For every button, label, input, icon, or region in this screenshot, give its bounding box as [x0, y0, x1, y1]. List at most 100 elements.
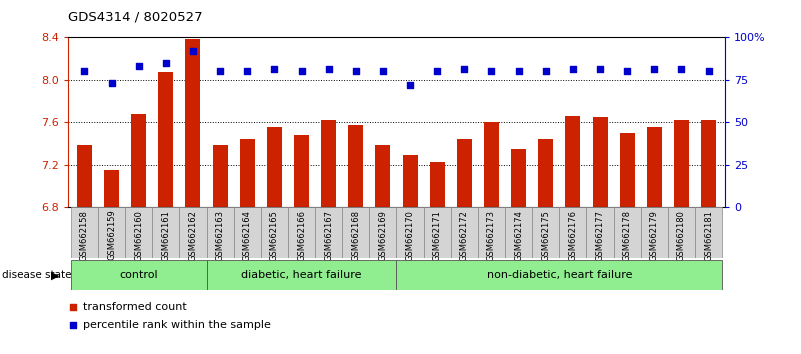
Text: GSM662178: GSM662178: [622, 210, 632, 261]
Bar: [348, 125, 363, 207]
Bar: [538, 139, 553, 207]
Point: [241, 68, 254, 74]
Bar: [131, 114, 146, 207]
Text: GSM662172: GSM662172: [460, 210, 469, 261]
Bar: [647, 127, 662, 207]
Text: GSM662174: GSM662174: [514, 210, 523, 261]
Text: GSM662176: GSM662176: [569, 210, 578, 261]
Bar: [695, 207, 723, 258]
Bar: [424, 207, 451, 258]
Text: GSM662179: GSM662179: [650, 210, 659, 261]
Bar: [566, 116, 581, 207]
Bar: [207, 207, 234, 258]
Bar: [70, 207, 98, 258]
Bar: [104, 170, 119, 207]
Bar: [212, 145, 227, 207]
Text: GSM662166: GSM662166: [297, 210, 306, 261]
Text: transformed count: transformed count: [83, 302, 187, 312]
Text: diabetic, heart failure: diabetic, heart failure: [241, 270, 362, 280]
Bar: [641, 207, 668, 258]
Text: GSM662168: GSM662168: [352, 210, 360, 261]
Text: percentile rank within the sample: percentile rank within the sample: [83, 320, 271, 330]
Bar: [532, 207, 559, 258]
Bar: [77, 145, 92, 207]
Bar: [396, 207, 424, 258]
Point: [159, 60, 172, 65]
Bar: [98, 207, 125, 258]
Point: [702, 68, 715, 74]
Text: GSM662164: GSM662164: [243, 210, 252, 261]
Text: GSM662167: GSM662167: [324, 210, 333, 261]
Bar: [186, 39, 200, 207]
Bar: [288, 207, 315, 258]
Text: ▶: ▶: [51, 270, 59, 280]
Bar: [593, 117, 607, 207]
Point: [404, 82, 417, 87]
Bar: [505, 207, 532, 258]
Text: GSM662177: GSM662177: [596, 210, 605, 261]
Bar: [207, 260, 396, 290]
Text: GSM662171: GSM662171: [433, 210, 441, 261]
Text: GSM662159: GSM662159: [107, 210, 116, 261]
Bar: [376, 145, 390, 207]
Bar: [701, 120, 716, 207]
Text: GSM662163: GSM662163: [215, 210, 224, 261]
Text: GSM662161: GSM662161: [161, 210, 171, 261]
Bar: [620, 133, 634, 207]
Point: [438, 241, 451, 247]
Point: [349, 68, 362, 74]
Bar: [152, 207, 179, 258]
Bar: [559, 207, 586, 258]
Bar: [321, 120, 336, 207]
Bar: [315, 207, 342, 258]
Bar: [586, 207, 614, 258]
Point: [268, 67, 281, 72]
Point: [187, 48, 199, 53]
Bar: [457, 139, 472, 207]
Text: GDS4314 / 8020527: GDS4314 / 8020527: [68, 11, 203, 24]
Bar: [369, 207, 396, 258]
Point: [295, 68, 308, 74]
Point: [376, 68, 389, 74]
Point: [214, 68, 227, 74]
Point: [105, 80, 118, 86]
Bar: [267, 127, 282, 207]
Text: GSM662170: GSM662170: [405, 210, 415, 261]
Point: [78, 68, 91, 74]
Text: GSM662165: GSM662165: [270, 210, 279, 261]
Text: GSM662181: GSM662181: [704, 210, 713, 261]
Bar: [396, 260, 723, 290]
Text: GSM662175: GSM662175: [541, 210, 550, 261]
Point: [132, 63, 145, 69]
Bar: [668, 207, 695, 258]
Point: [438, 80, 451, 86]
Text: non-diabetic, heart failure: non-diabetic, heart failure: [486, 270, 632, 280]
Point: [594, 67, 606, 72]
Bar: [342, 207, 369, 258]
Bar: [674, 120, 689, 207]
Bar: [261, 207, 288, 258]
Bar: [484, 122, 499, 207]
Point: [431, 68, 444, 74]
Bar: [403, 155, 417, 207]
Text: GSM662180: GSM662180: [677, 210, 686, 261]
Point: [621, 68, 634, 74]
Bar: [451, 207, 478, 258]
Point: [539, 68, 552, 74]
Text: disease state: disease state: [2, 270, 71, 280]
Point: [322, 67, 335, 72]
Bar: [614, 207, 641, 258]
Text: GSM662169: GSM662169: [378, 210, 388, 261]
Bar: [511, 149, 526, 207]
Text: GSM662162: GSM662162: [188, 210, 197, 261]
Text: GSM662158: GSM662158: [80, 210, 89, 261]
Bar: [294, 135, 309, 207]
Point: [675, 67, 688, 72]
Point: [648, 67, 661, 72]
Point: [566, 67, 579, 72]
Bar: [234, 207, 261, 258]
Point: [485, 68, 498, 74]
Bar: [125, 207, 152, 258]
Bar: [159, 72, 173, 207]
Point: [512, 68, 525, 74]
